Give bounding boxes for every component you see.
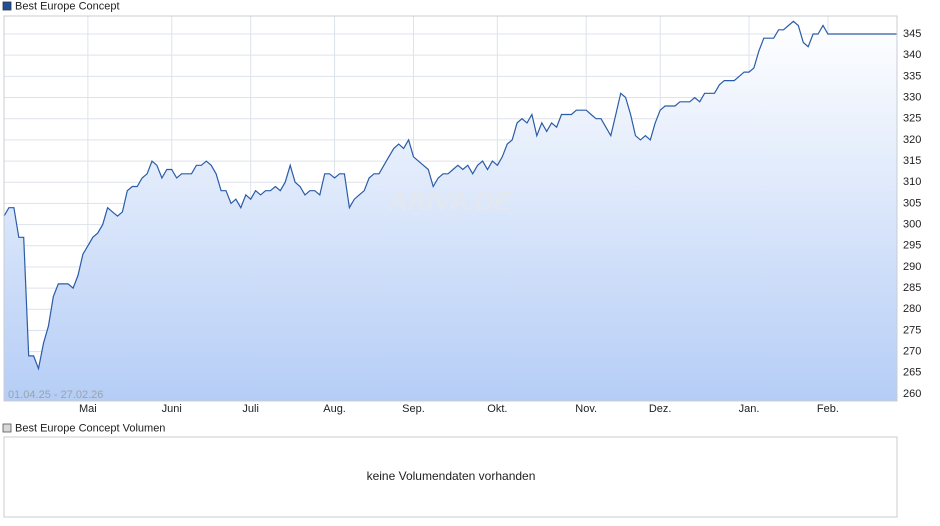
legend-swatch xyxy=(2,1,12,11)
x-tick-label: Dez. xyxy=(649,403,672,415)
y-tick-label: 305 xyxy=(903,197,921,209)
y-tick-label: 345 xyxy=(903,28,921,40)
date-range: 01.04.25 - 27.02.26 xyxy=(8,389,103,401)
plot-frame xyxy=(3,15,898,402)
y-tick-label: 260 xyxy=(903,388,921,400)
x-tick-label: Okt. xyxy=(487,403,507,415)
y-tick-label: 300 xyxy=(903,219,921,231)
watermark: ARIVA.DE xyxy=(388,186,512,216)
volume-message: keine Volumendaten vorhanden xyxy=(367,469,536,483)
x-tick-label: Sep. xyxy=(402,403,425,415)
legend-label: Best Europe Concept xyxy=(15,0,120,12)
legend-swatch xyxy=(2,423,12,433)
y-tick-label: 270 xyxy=(903,346,921,358)
y-tick-label: 320 xyxy=(903,134,921,146)
legend-label: Best Europe Concept Volumen xyxy=(15,422,165,434)
y-tick-label: 315 xyxy=(903,155,921,167)
x-tick-label: Nov. xyxy=(575,403,597,415)
plot-area xyxy=(3,16,897,402)
area-fill xyxy=(4,21,897,402)
y-tick-label: 310 xyxy=(903,176,921,188)
y-tick-label: 330 xyxy=(903,91,921,103)
y-tick-label: 290 xyxy=(903,261,921,273)
x-tick-label: Feb. xyxy=(817,403,839,415)
x-tick-label: Jan. xyxy=(739,403,760,415)
price-line xyxy=(3,20,897,371)
y-tick-label: 280 xyxy=(903,303,921,315)
y-tick-label: 275 xyxy=(903,324,921,336)
volume-panel xyxy=(3,436,898,518)
y-tick-label: 340 xyxy=(903,49,921,61)
x-tick-label: Juni xyxy=(162,403,182,415)
y-tick-label: 285 xyxy=(903,282,921,294)
y-tick-label: 295 xyxy=(903,240,921,252)
x-tick-label: Mai xyxy=(79,403,97,415)
y-tick-label: 335 xyxy=(903,70,921,82)
x-tick-label: Juli xyxy=(242,403,259,415)
y-tick-label: 325 xyxy=(903,113,921,125)
y-tick-label: 265 xyxy=(903,367,921,379)
x-tick-label: Aug. xyxy=(323,403,346,415)
